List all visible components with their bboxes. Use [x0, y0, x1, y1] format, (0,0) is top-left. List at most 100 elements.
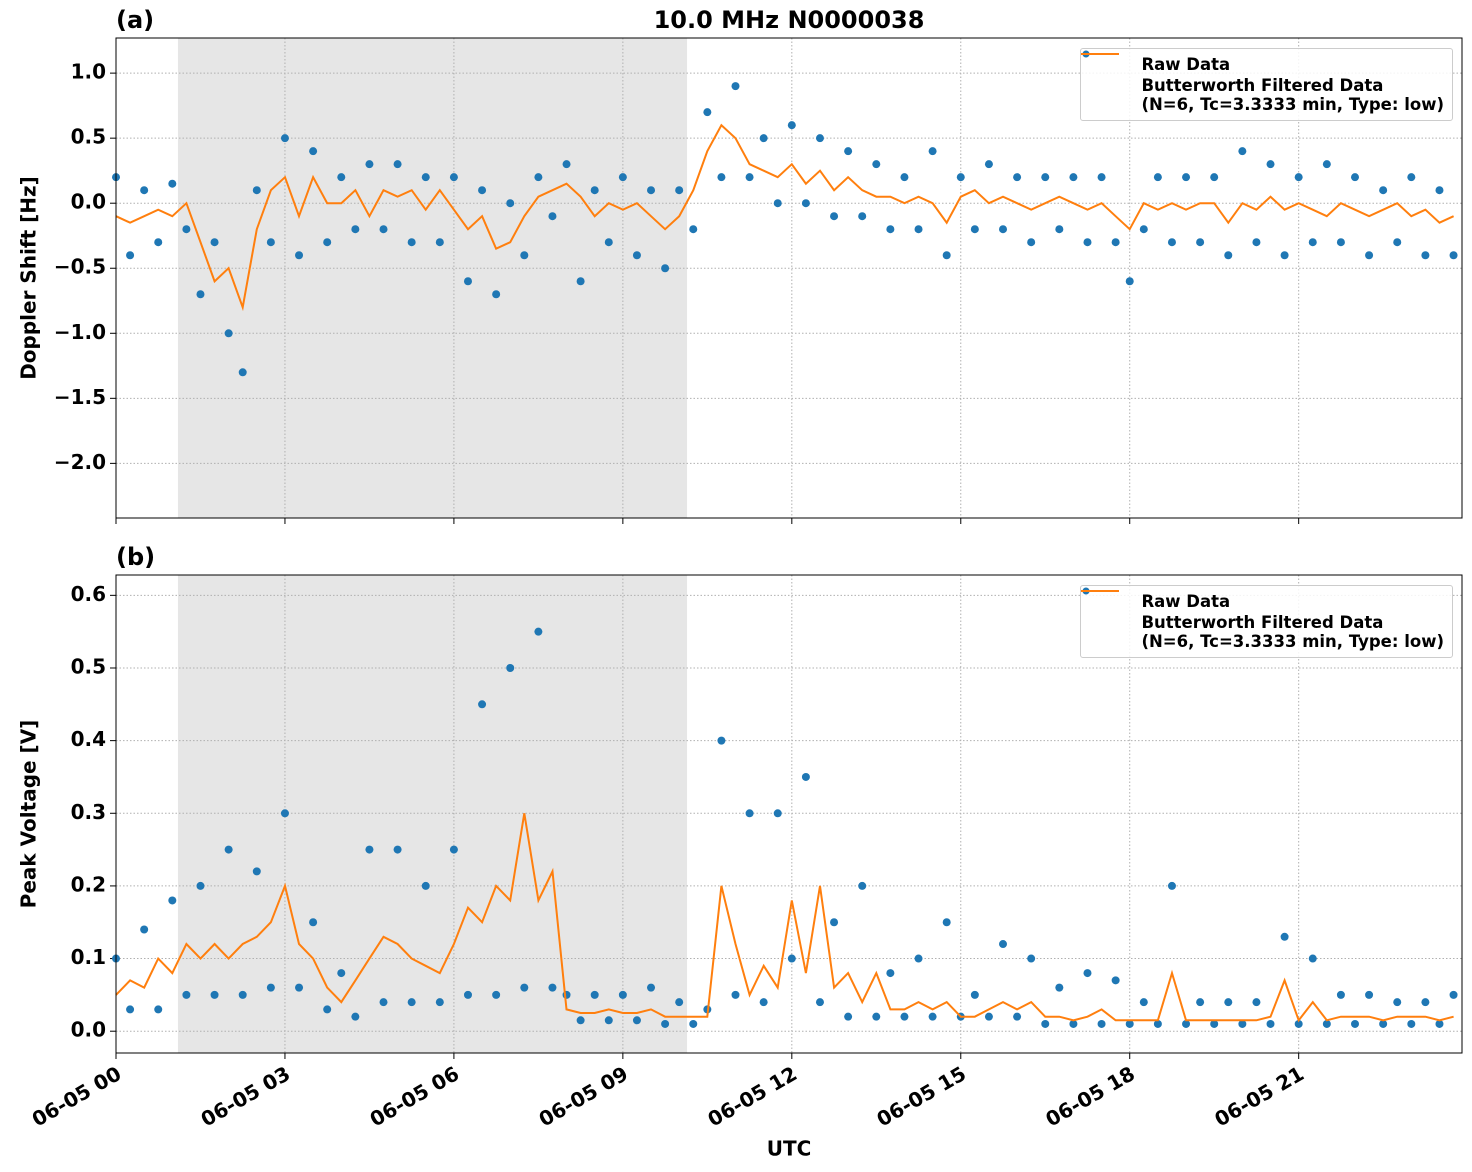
raw-point — [126, 1005, 135, 1014]
raw-point — [280, 134, 289, 143]
raw-point — [1421, 251, 1430, 260]
raw-point — [576, 1016, 585, 1025]
filtered-line — [115, 813, 1454, 1023]
raw-point — [365, 160, 374, 169]
y-tick-label: −2.0 — [54, 450, 106, 474]
raw-point — [1393, 998, 1402, 1007]
raw-point — [1153, 173, 1162, 182]
raw-point — [337, 173, 346, 182]
raw-point — [1449, 251, 1458, 260]
y-tick-label: 0.0 — [71, 1018, 106, 1042]
raw-point — [1167, 881, 1176, 890]
raw-point — [956, 173, 965, 182]
x-tick-label: 06-05 18 — [1041, 1061, 1139, 1131]
raw-point — [1182, 1019, 1191, 1028]
raw-point — [942, 918, 951, 927]
raw-point — [661, 1019, 670, 1028]
y-tick-label: −1.5 — [54, 385, 106, 409]
raw-point — [534, 627, 543, 636]
raw-point — [492, 290, 501, 299]
raw-point — [210, 238, 219, 247]
raw-point — [1238, 147, 1247, 156]
raw-point — [773, 199, 782, 208]
raw-point — [858, 212, 867, 221]
raw-point — [689, 1019, 698, 1028]
raw-point — [407, 238, 416, 247]
raw-point — [224, 329, 233, 338]
raw-point — [224, 845, 233, 854]
raw-point — [830, 212, 839, 221]
raw-point — [1111, 238, 1120, 247]
raw-point — [1125, 277, 1134, 286]
raw-point — [168, 179, 177, 188]
raw-point — [970, 225, 979, 234]
legend-entry: Butterworth Filtered Data (N=6, Tc=3.333… — [1081, 53, 1444, 114]
raw-point — [647, 983, 656, 992]
raw-point — [548, 212, 557, 221]
legend-label: Butterworth Filtered Data (N=6, Tc=3.333… — [1141, 76, 1444, 114]
raw-point — [984, 1012, 993, 1021]
raw-point — [1407, 173, 1416, 182]
raw-point — [295, 983, 304, 992]
raw-point — [1379, 1019, 1388, 1028]
raw-point — [1182, 173, 1191, 182]
raw-point — [1393, 238, 1402, 247]
raw-point — [463, 990, 472, 999]
raw-point — [801, 772, 810, 781]
raw-point — [323, 1005, 332, 1014]
raw-point — [717, 736, 726, 745]
raw-point — [182, 990, 191, 999]
raw-point — [576, 277, 585, 286]
raw-point — [1407, 1019, 1416, 1028]
raw-point — [506, 663, 515, 672]
raw-point — [154, 1005, 163, 1014]
raw-point — [1308, 238, 1317, 247]
raw-point — [731, 82, 740, 91]
panel-label: (a) — [116, 6, 154, 34]
raw-point — [196, 290, 205, 299]
raw-point — [844, 1012, 853, 1021]
raw-point — [675, 186, 684, 195]
raw-point — [1365, 251, 1374, 260]
raw-point — [182, 225, 191, 234]
filtered-line — [115, 123, 1455, 312]
raw-point — [984, 160, 993, 169]
raw-point — [1055, 225, 1064, 234]
raw-point — [872, 160, 881, 169]
raw-point — [1111, 976, 1120, 985]
raw-point — [1069, 1019, 1078, 1028]
raw-point — [999, 225, 1008, 234]
raw-point — [1449, 990, 1458, 999]
raw-point — [1224, 998, 1233, 1007]
raw-point — [1350, 173, 1359, 182]
y-tick-label: 0.3 — [71, 800, 106, 824]
raw-point — [1224, 251, 1233, 260]
legend-label: Raw Data — [1141, 55, 1231, 74]
raw-point — [252, 186, 261, 195]
raw-point — [900, 1012, 909, 1021]
raw-point — [661, 264, 670, 273]
y-tick-label: 0.0 — [71, 190, 106, 214]
raw-point — [1322, 1019, 1331, 1028]
raw-point — [435, 238, 444, 247]
raw-point — [196, 881, 205, 890]
x-axis-label: UTC — [767, 1137, 812, 1161]
y-tick-label: 0.5 — [71, 654, 106, 678]
raw-point — [421, 881, 430, 890]
raw-point — [309, 147, 318, 156]
raw-point — [379, 225, 388, 234]
x-tick-label: 06-05 03 — [197, 1061, 295, 1131]
raw-point — [1365, 990, 1374, 999]
raw-point — [140, 186, 149, 195]
raw-point — [942, 251, 951, 260]
raw-point — [1294, 173, 1303, 182]
raw-point — [520, 983, 529, 992]
raw-point — [1210, 1019, 1219, 1028]
raw-point — [1379, 186, 1388, 195]
raw-point — [266, 238, 275, 247]
raw-point — [1435, 186, 1444, 195]
raw-point — [478, 186, 487, 195]
raw-point — [745, 809, 754, 818]
raw-point — [731, 990, 740, 999]
